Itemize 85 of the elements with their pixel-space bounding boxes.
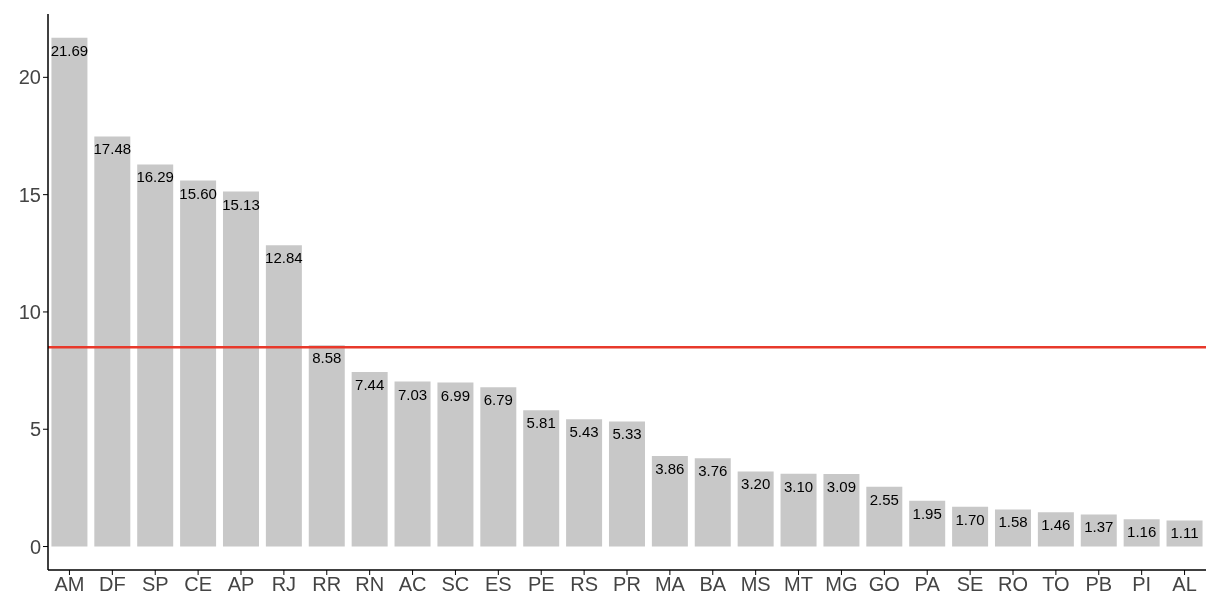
data-label: 3.76 [698,462,728,480]
data-label: 1.95 [912,504,942,522]
x-tick-label: RO [998,573,1028,596]
x-tick-label: CE [184,573,213,596]
bar [823,474,860,547]
bar [1166,520,1203,547]
data-label: 3.09 [826,478,857,496]
bar [1037,512,1074,547]
y-tick-label: 15 [18,183,41,206]
x-tick-label: MA [654,573,686,596]
bar [694,458,731,547]
bar [1080,514,1117,547]
bar [994,509,1031,547]
data-label: 2.55 [869,490,899,508]
x-tick-label: BA [699,573,727,596]
bar [437,382,474,547]
data-label: 15.13 [222,195,260,213]
x-tick-label: PB [1085,573,1113,596]
x-tick-label: AP [227,573,255,596]
y-tick-label: 5 [29,418,41,441]
x-tick-label: SC [441,573,470,596]
x-tick-label: AM [54,573,85,596]
data-label: 5.33 [612,425,642,443]
bar [737,471,774,547]
data-label: 1.37 [1084,518,1114,536]
x-tick-label: MT [784,573,813,596]
data-label: 3.10 [783,477,814,495]
x-tick-label: RJ [271,573,297,596]
data-label: 1.11 [1170,524,1199,542]
bar [866,486,903,547]
bar [780,473,817,547]
bar [523,410,560,547]
bar [351,372,388,547]
data-label: 1.58 [998,513,1028,531]
data-label: 3.86 [655,459,685,477]
x-tick-label: TO [1042,573,1070,596]
bar [952,506,989,547]
bar [94,136,131,547]
bar [480,387,517,547]
data-label: 1.46 [1041,516,1071,534]
y-tick-label: 0 [29,535,41,558]
x-tick-label: AL [1172,573,1197,596]
x-tick-label: PI [1132,573,1152,596]
x-tick-label: RR [312,573,342,596]
x-tick-label: RN [355,573,385,596]
x-tick-label: DF [99,573,126,596]
bar [180,180,217,547]
bar [651,455,688,547]
data-label: 17.48 [93,140,132,158]
bar [222,191,259,547]
bar [137,164,174,547]
data-label: 5.81 [526,414,556,432]
y-tick-label: 20 [18,66,41,89]
bar [909,500,946,547]
bar [608,421,645,547]
data-label: 7.03 [397,385,428,403]
data-label: 1.16 [1127,523,1157,541]
bar [308,345,345,547]
data-label: 12.84 [265,249,303,267]
x-tick-label: ES [484,573,512,596]
x-tick-label: PA [914,573,941,596]
data-label: 5.43 [569,423,599,441]
x-tick-label: PE [527,573,555,596]
y-tick-label: 10 [18,301,41,324]
data-label: 3.20 [741,475,771,493]
data-label: 6.79 [483,391,513,409]
x-tick-label: PR [613,573,641,596]
x-tick-label: RS [570,573,599,596]
data-label: 8.58 [312,349,342,367]
data-label: 1.70 [955,510,985,528]
x-tick-label: SP [141,573,169,596]
x-tick-label: SE [956,573,984,596]
bar [265,245,302,547]
data-label: 6.99 [440,386,471,404]
data-label: 16.29 [136,168,174,186]
x-tick-label: AC [398,573,427,596]
data-label: 21.69 [50,41,89,59]
x-tick-label: GO [868,573,900,596]
data-label: 15.60 [179,184,217,202]
x-tick-label: MG [825,573,858,596]
data-label: 7.44 [355,376,385,393]
x-tick-label: MS [740,573,771,596]
bar [51,37,88,547]
bar [566,419,603,547]
bar [394,381,431,547]
